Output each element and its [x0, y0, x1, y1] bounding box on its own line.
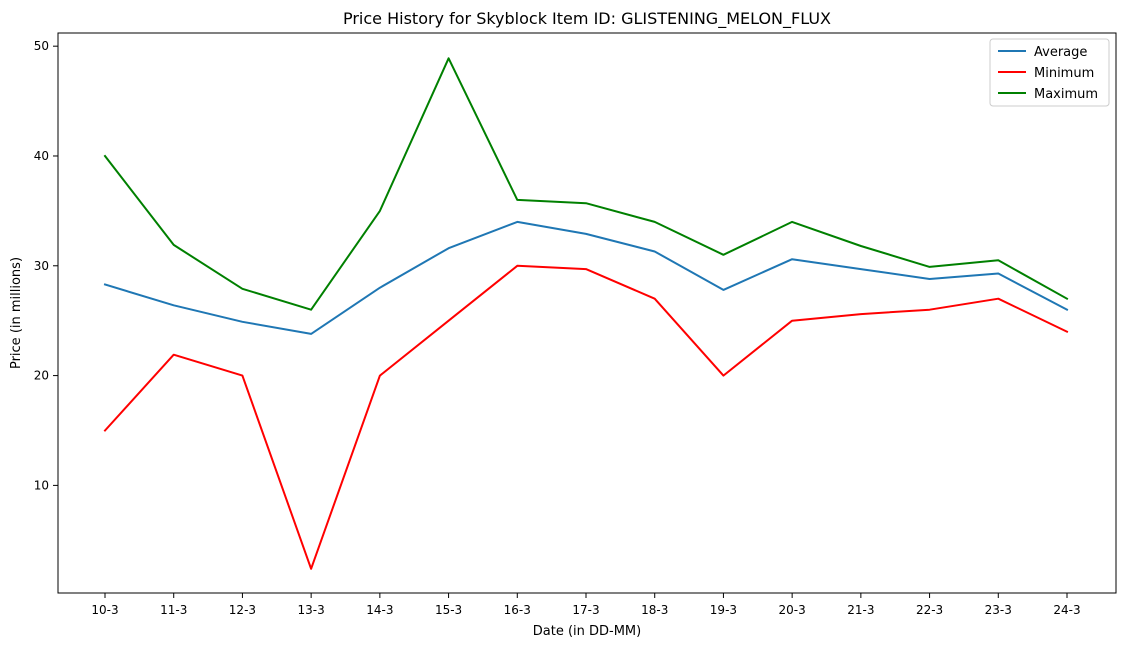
legend-label: Minimum — [1034, 66, 1094, 81]
legend-label: Average — [1034, 45, 1087, 60]
x-tick-label: 13-3 — [298, 603, 325, 617]
x-tick-label: 24-3 — [1053, 603, 1080, 617]
x-axis-label: Date (in DD-MM) — [533, 624, 641, 639]
x-tick-label: 11-3 — [160, 603, 187, 617]
y-tick-label: 30 — [34, 259, 49, 273]
x-tick-label: 17-3 — [572, 603, 599, 617]
x-tick-label: 23-3 — [985, 603, 1012, 617]
x-tick-label: 21-3 — [847, 603, 874, 617]
y-tick-label: 40 — [34, 149, 49, 163]
y-tick-label: 10 — [34, 478, 49, 492]
x-tick-label: 20-3 — [779, 603, 806, 617]
x-tick-label: 12-3 — [229, 603, 256, 617]
y-tick-label: 20 — [34, 369, 49, 383]
x-tick-label: 22-3 — [916, 603, 943, 617]
y-tick-label: 50 — [34, 39, 49, 53]
x-tick-label: 16-3 — [504, 603, 531, 617]
legend-label: Maximum — [1034, 87, 1098, 102]
x-tick-label: 19-3 — [710, 603, 737, 617]
x-tick-label: 10-3 — [91, 603, 118, 617]
chart-title: Price History for Skyblock Item ID: GLIS… — [343, 9, 831, 29]
x-tick-label: 14-3 — [366, 603, 393, 617]
legend: Average Minimum Maximum — [990, 39, 1109, 106]
x-tick-label: 18-3 — [641, 603, 668, 617]
y-axis-label: Price (in millions) — [9, 257, 24, 369]
x-tick-label: 15-3 — [435, 603, 462, 617]
